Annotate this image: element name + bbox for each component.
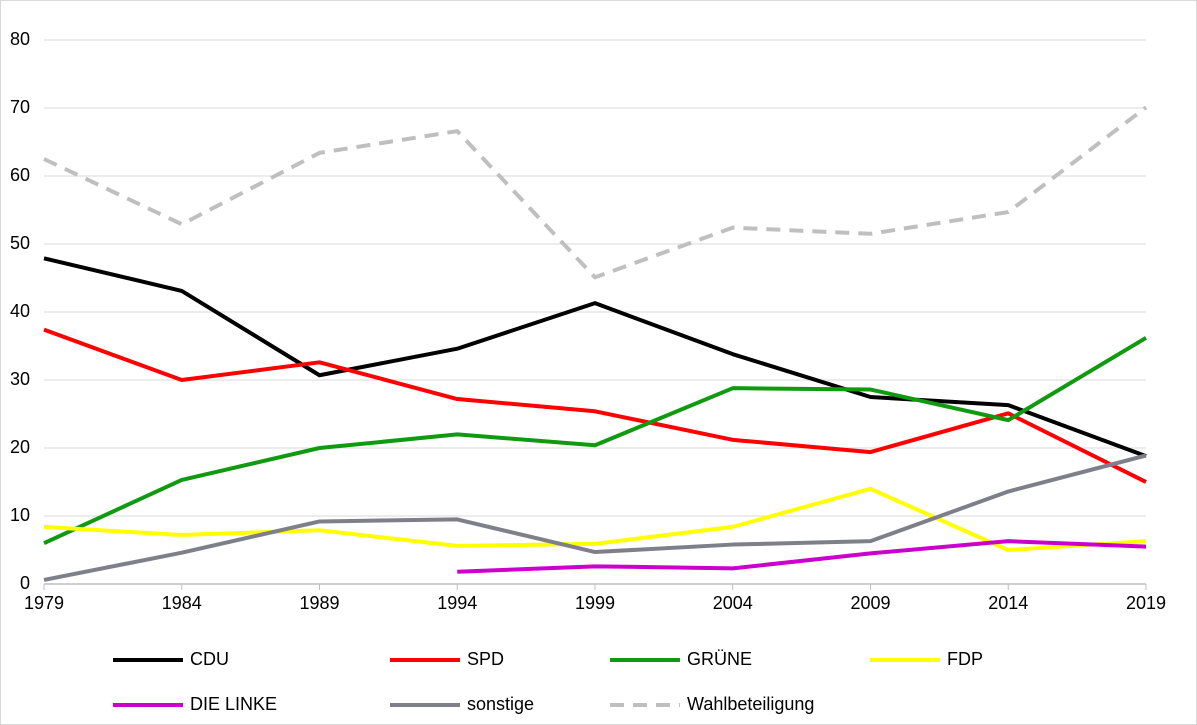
x-tick-label: 2004 [713,593,753,613]
x-tick-label: 1999 [575,593,615,613]
x-tick-label: 2009 [850,593,890,613]
x-tick-label: 1984 [162,593,202,613]
y-tick-label: 10 [10,505,30,525]
series-line [43,336,1148,546]
series-line [43,327,1147,484]
x-tick-label: 2019 [1126,593,1166,613]
x-tick-label: 1994 [437,593,477,613]
y-tick-label: 30 [10,369,30,389]
legend-label: SPD [467,649,504,669]
y-tick-label: 60 [10,165,30,185]
y-tick-label: 40 [10,301,30,321]
series-line [457,539,1147,574]
series-line [43,486,1147,552]
legend-label: Wahlbeteiligung [687,694,814,714]
y-tick-label: 0 [20,573,30,593]
legend-label: sonstige [467,694,534,714]
y-tick-label: 20 [10,437,30,457]
y-tick-label: 50 [10,233,30,253]
series-line [43,105,1148,280]
x-tick-label: 2014 [988,593,1028,613]
legend-label: FDP [947,649,983,669]
legend-label: CDU [190,649,229,669]
legend-label: GRÜNE [687,649,752,669]
y-tick-label: 70 [10,97,30,117]
x-tick-label: 1979 [24,593,64,613]
series-line [43,256,1147,459]
y-tick-label: 80 [10,29,30,49]
series-line [43,453,1147,582]
legend-label: DIE LINKE [190,694,277,714]
x-tick-label: 1989 [299,593,339,613]
